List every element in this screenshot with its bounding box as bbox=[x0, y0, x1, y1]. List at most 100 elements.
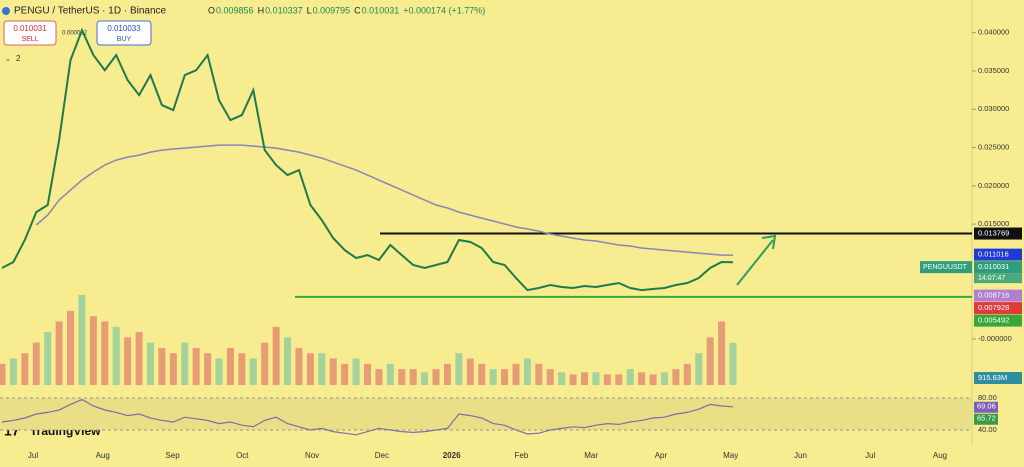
countdown: 14:07:47 bbox=[978, 275, 1005, 282]
buy-box[interactable] bbox=[96, 20, 152, 46]
volume-bar bbox=[78, 295, 86, 385]
volume-bar bbox=[204, 353, 212, 385]
rsi-band bbox=[0, 398, 972, 430]
volume-bar bbox=[546, 369, 554, 385]
volume-bar bbox=[67, 310, 75, 385]
volume-bar bbox=[683, 363, 691, 385]
volume-bar bbox=[409, 369, 417, 385]
price-badge-label: 0.007928 bbox=[978, 303, 1009, 312]
x-tick-label: Oct bbox=[236, 451, 249, 460]
volume-bar bbox=[158, 347, 166, 385]
countdown-badge bbox=[974, 273, 1022, 284]
buy-button[interactable]: 0.010033 BUY bbox=[96, 20, 152, 46]
volume-bar bbox=[558, 372, 566, 385]
volume-bar bbox=[466, 358, 474, 385]
ohlc-key: H bbox=[258, 5, 265, 15]
x-tick-label: Apr bbox=[655, 451, 668, 460]
spread: 0.000002 bbox=[62, 31, 88, 37]
y-tick-label: -0.000000 bbox=[978, 334, 1012, 343]
x-tick-label: Dec bbox=[375, 451, 389, 460]
sell-label: SELL bbox=[21, 36, 38, 43]
rsi-tick-label: 80.00 bbox=[978, 393, 997, 402]
y-tick-label: 0.035000 bbox=[978, 66, 1009, 75]
volume-bar bbox=[9, 358, 17, 385]
volume-bar bbox=[501, 369, 509, 385]
volume-bar bbox=[124, 337, 132, 385]
ohlc-key: O bbox=[208, 5, 215, 15]
ohlc-value: 0.010031 bbox=[362, 5, 400, 15]
price-badge-label: 0.011016 bbox=[978, 250, 1009, 259]
x-tick-label: Mar bbox=[584, 451, 598, 460]
x-tick-label: Feb bbox=[514, 451, 528, 460]
ohlc-value: 0.009795 bbox=[313, 5, 351, 15]
price-badge bbox=[974, 227, 1022, 240]
volume-bar bbox=[146, 342, 154, 385]
rsi-badge-label: 69.06 bbox=[977, 402, 996, 411]
price-badge-label: 0.005492 bbox=[978, 316, 1009, 325]
volume-bar bbox=[478, 363, 486, 385]
ohlc-value: 0.010337 bbox=[265, 5, 303, 15]
buy-label: BUY bbox=[117, 36, 132, 43]
volume-bar bbox=[192, 347, 200, 385]
volume-bar bbox=[55, 321, 63, 385]
x-tick-label: Jul bbox=[865, 451, 875, 460]
x-tick-label: May bbox=[723, 451, 738, 460]
volume-bar bbox=[272, 326, 280, 385]
volume-bar bbox=[226, 347, 234, 385]
rsi-badge bbox=[974, 401, 998, 413]
rsi-tick-label: 40.00 bbox=[978, 425, 997, 434]
volume-bar bbox=[112, 326, 120, 385]
sell-box[interactable] bbox=[3, 20, 57, 46]
y-tick-label: 0.025000 bbox=[978, 143, 1009, 152]
x-tick-label: 2026 bbox=[443, 451, 461, 460]
x-tick-label: Sep bbox=[165, 451, 180, 460]
volume-bar bbox=[729, 342, 737, 385]
price-badge bbox=[974, 302, 1022, 315]
ohlc-key: L bbox=[307, 5, 312, 15]
collapse-icon[interactable]: ⌄ bbox=[5, 56, 11, 63]
price-badge bbox=[974, 248, 1022, 261]
volume-bar bbox=[238, 353, 246, 385]
volume-bar bbox=[341, 363, 349, 385]
x-tick-label: Aug bbox=[933, 451, 947, 460]
volume-bar bbox=[215, 358, 223, 385]
volume-bar bbox=[375, 369, 383, 385]
volume-bar bbox=[706, 337, 714, 385]
volume-bar bbox=[512, 363, 520, 385]
volume-bar bbox=[329, 358, 337, 385]
price-badge bbox=[974, 289, 1022, 302]
rsi-line bbox=[1, 398, 734, 436]
price-badge-label: 0.010031 bbox=[978, 262, 1009, 271]
volume-bar bbox=[89, 316, 97, 385]
volume-bar bbox=[284, 337, 292, 385]
x-tick-label: Aug bbox=[96, 451, 110, 460]
volume-bar bbox=[21, 353, 29, 385]
price-badge bbox=[974, 314, 1022, 327]
volume-bar bbox=[306, 353, 314, 385]
volume-bar bbox=[261, 342, 269, 385]
volume-bar bbox=[626, 369, 634, 385]
volume-bar bbox=[295, 347, 303, 385]
volume-badge bbox=[974, 372, 1022, 384]
ohlc-key: C bbox=[354, 5, 361, 15]
volume-bar bbox=[455, 353, 463, 385]
volume-bar bbox=[581, 372, 589, 385]
x-tick-label: Jul bbox=[28, 451, 38, 460]
y-tick-label: 0.040000 bbox=[978, 28, 1009, 37]
price-badge-label: 0.013769 bbox=[978, 229, 1009, 238]
sell-button[interactable]: 0.010031 SELL bbox=[3, 20, 57, 46]
volume-badge-label: 915.63M bbox=[978, 373, 1007, 382]
volume-bar bbox=[101, 321, 109, 385]
volume-bar bbox=[489, 369, 497, 385]
volume-bar bbox=[718, 321, 726, 385]
indicators-count[interactable]: 2 bbox=[16, 54, 21, 63]
volume-bar bbox=[695, 353, 703, 385]
arrow-shaft bbox=[736, 239, 774, 286]
volume-bar bbox=[398, 369, 406, 385]
symbol-icon bbox=[2, 7, 10, 15]
buy-price: 0.010033 bbox=[107, 24, 141, 33]
volume-bar bbox=[169, 353, 177, 385]
volume-bar bbox=[421, 372, 429, 385]
price-line bbox=[1, 27, 734, 292]
volume-bar bbox=[364, 363, 371, 385]
